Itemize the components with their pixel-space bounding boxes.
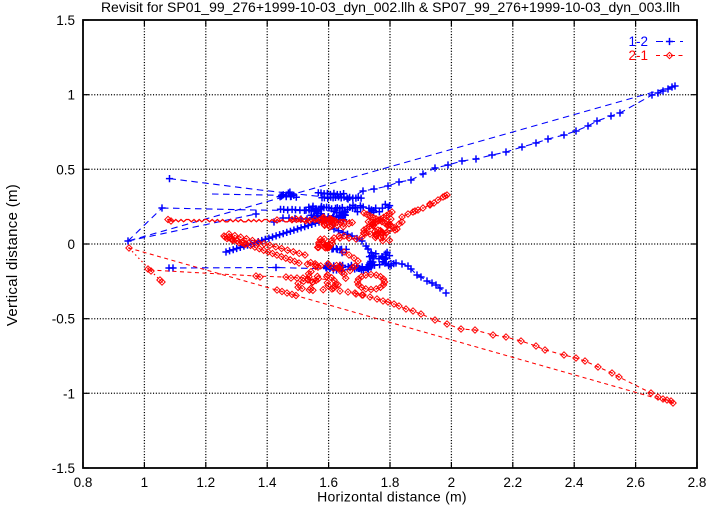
svg-text:2-1: 2-1 (628, 48, 648, 63)
svg-text:0.8: 0.8 (74, 475, 93, 490)
svg-text:1: 1 (67, 88, 75, 103)
svg-text:2: 2 (448, 475, 456, 490)
svg-text:1.6: 1.6 (319, 475, 338, 490)
svg-text:1.8: 1.8 (381, 475, 400, 490)
svg-text:2.4: 2.4 (565, 475, 584, 490)
svg-text:-1: -1 (63, 386, 75, 401)
svg-text:Revisit for SP01_99_276+1999-1: Revisit for SP01_99_276+1999-10-03_dyn_0… (101, 0, 680, 15)
svg-text:1.5: 1.5 (56, 13, 75, 28)
svg-text:1.4: 1.4 (258, 475, 277, 490)
svg-text:1.2: 1.2 (196, 475, 215, 490)
svg-text:Horizontal distance (m): Horizontal distance (m) (317, 489, 467, 505)
svg-text:-1.5: -1.5 (52, 461, 75, 476)
svg-text:1-2: 1-2 (628, 34, 648, 49)
svg-text:2.2: 2.2 (503, 475, 522, 490)
svg-text:2.8: 2.8 (688, 475, 707, 490)
svg-text:-0.5: -0.5 (52, 312, 75, 327)
svg-text:0: 0 (67, 237, 75, 252)
svg-text:1: 1 (141, 475, 149, 490)
svg-text:2.6: 2.6 (626, 475, 645, 490)
svg-text:Vertical distance (m): Vertical distance (m) (4, 184, 21, 326)
svg-text:0.5: 0.5 (56, 162, 75, 177)
